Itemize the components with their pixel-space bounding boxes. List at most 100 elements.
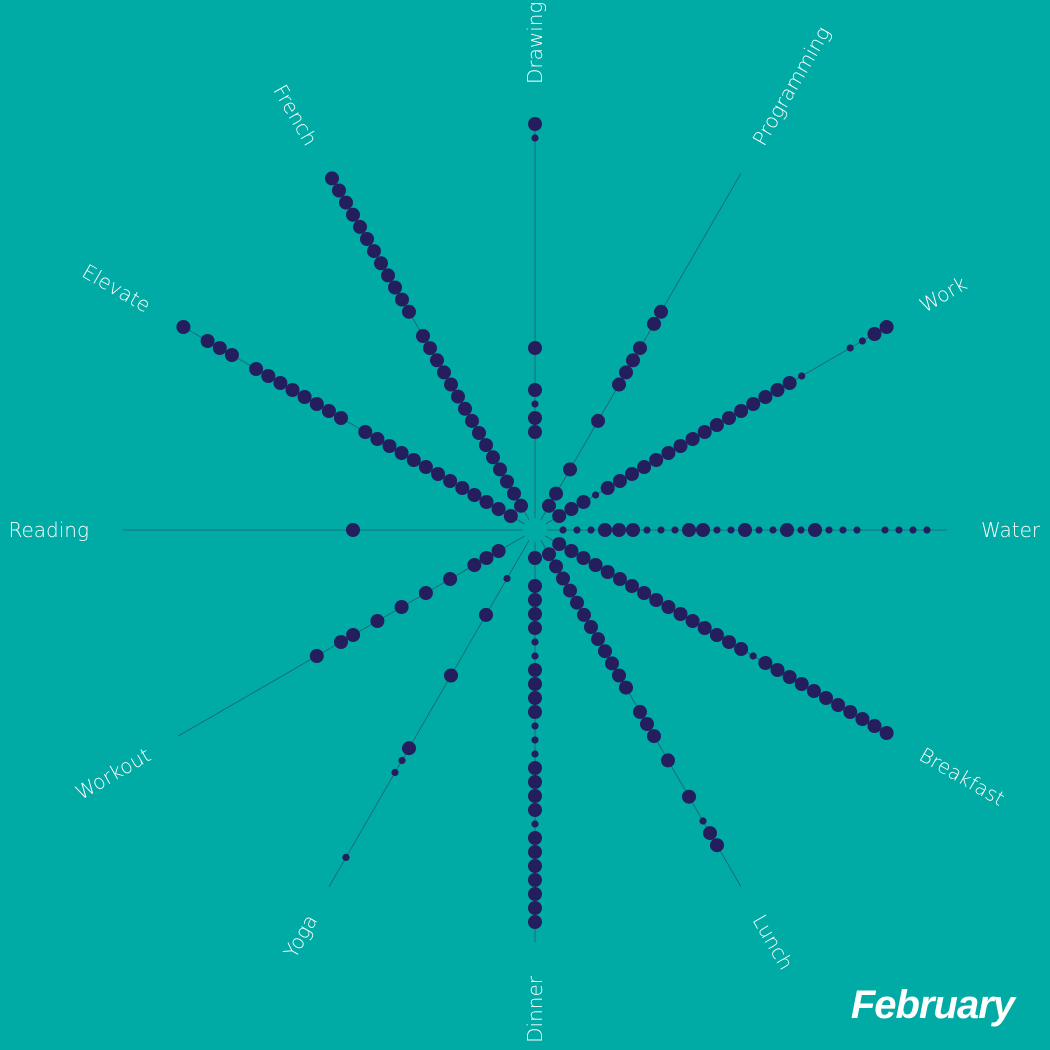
- dot-lunch-day-8: [591, 632, 605, 647]
- dot-programming-day-16: [647, 316, 661, 331]
- dot-programming-day-14: [633, 341, 647, 356]
- dot-dinner-day-7: [531, 638, 539, 646]
- dot-workout-day-2: [491, 544, 506, 558]
- dot-programming-day-8: [591, 413, 605, 428]
- dot-dinner-day-4: [528, 593, 542, 607]
- dot-breakfast-day-3: [576, 551, 591, 565]
- dot-french-day-28: [325, 171, 339, 186]
- dot-drawing-day-28: [528, 117, 542, 131]
- dot-dinner-day-15: [531, 750, 539, 758]
- dot-breakfast-day-2: [564, 544, 579, 558]
- dot-work-day-16: [734, 404, 749, 418]
- dot-work-day-8: [637, 460, 652, 474]
- dot-elevate-day-1: [503, 509, 518, 523]
- dot-programming-day-12: [619, 365, 633, 380]
- dot-water-day-15: [755, 526, 763, 534]
- dot-dinner-day-6: [528, 621, 542, 635]
- dot-elevate-day-15: [334, 411, 348, 425]
- label-programming: Programming: [748, 22, 835, 150]
- dot-work-day-4: [592, 491, 600, 499]
- dot-elevate-day-13: [358, 425, 373, 439]
- dot-breakfast-day-19: [770, 663, 785, 677]
- dot-water-day-26: [909, 526, 917, 534]
- dot-breakfast-day-25: [843, 705, 858, 719]
- dot-elevate-day-21: [261, 369, 276, 383]
- dot-workout-day-17: [309, 649, 324, 663]
- dot-programming-day-13: [626, 353, 640, 368]
- dot-work-day-9: [649, 453, 664, 467]
- dot-water-day-10: [682, 523, 696, 537]
- dot-water-day-24: [881, 526, 889, 534]
- dot-french-day-14: [423, 341, 437, 356]
- dot-water-day-13: [727, 526, 735, 534]
- dot-dinner-day-22: [528, 845, 542, 859]
- dot-dinner-day-23: [528, 859, 542, 873]
- dot-water-day-1: [559, 526, 567, 534]
- dot-dinner-day-25: [528, 887, 542, 901]
- dot-workout-day-3: [479, 551, 494, 565]
- dot-dinner-day-1: [528, 551, 542, 565]
- dot-work-day-10: [661, 446, 676, 460]
- dot-dinner-day-3: [528, 579, 542, 593]
- dot-lunch-day-7: [584, 620, 598, 634]
- dot-workout-day-10: [394, 600, 409, 614]
- label-work: Work: [915, 271, 971, 317]
- dot-dinner-day-19: [528, 803, 542, 817]
- dot-elevate-day-20: [273, 376, 288, 390]
- dot-work-day-15: [722, 411, 736, 425]
- dot-water-day-7: [643, 526, 651, 534]
- dot-breakfast-day-27: [867, 719, 882, 733]
- dot-elevate-day-25: [212, 341, 227, 355]
- dot-lunch-day-18: [661, 753, 675, 768]
- dot-breakfast-day-14: [709, 628, 724, 642]
- dot-drawing-day-6: [528, 425, 542, 439]
- dot-breakfast-day-9: [649, 593, 664, 607]
- dot-water-day-2: [573, 526, 581, 534]
- dot-dinner-day-16: [528, 761, 542, 775]
- dot-dinner-day-17: [528, 775, 542, 789]
- dot-french-day-27: [332, 183, 346, 198]
- dot-breakfast-day-11: [673, 607, 688, 621]
- dot-elevate-day-10: [394, 446, 409, 460]
- dot-water-day-20: [825, 526, 833, 534]
- dot-lunch-day-6: [577, 607, 591, 622]
- dot-drawing-day-27: [531, 134, 539, 142]
- dot-dinner-day-14: [531, 736, 539, 744]
- dot-breakfast-day-26: [855, 712, 870, 726]
- dot-dinner-day-10: [528, 677, 542, 691]
- dot-yoga-day-6: [479, 607, 493, 622]
- dot-water-day-11: [696, 523, 710, 537]
- dot-elevate-day-9: [406, 453, 421, 467]
- dot-dinner-day-9: [528, 663, 542, 677]
- dot-dinner-day-20: [531, 820, 539, 828]
- dot-breakfast-day-1: [552, 537, 567, 551]
- dot-french-day-4: [493, 462, 507, 477]
- month-title: February: [850, 983, 1015, 1027]
- dot-work-day-7: [625, 467, 639, 481]
- dot-dinner-day-21: [528, 831, 542, 845]
- dot-breakfast-day-12: [685, 614, 700, 628]
- dot-lunch-day-25: [710, 838, 724, 853]
- dot-work-day-19: [770, 383, 785, 397]
- dot-elevate-day-12: [370, 432, 385, 446]
- dot-water-day-12: [713, 526, 721, 534]
- dot-lunch-day-16: [647, 729, 661, 744]
- label-workout: Workout: [71, 743, 155, 805]
- dot-lunch-day-5: [570, 595, 584, 610]
- dot-work-day-14: [709, 418, 724, 432]
- dot-water-day-14: [738, 523, 752, 537]
- dot-workout-day-12: [370, 614, 385, 628]
- dot-elevate-day-19: [285, 383, 300, 397]
- dot-lunch-day-1: [542, 547, 556, 562]
- spoke-labels: Water Work Programming Drawing French Elevate…: [9, 2, 1041, 1043]
- label-french: French: [268, 80, 322, 150]
- dot-french-day-17: [402, 304, 416, 319]
- dot-french-day-24: [353, 219, 367, 234]
- label-reading: Reading: [9, 518, 90, 542]
- dot-lunch-day-3: [556, 571, 570, 586]
- dot-lunch-day-10: [605, 656, 619, 671]
- dot-lunch-day-11: [612, 668, 626, 683]
- dot-programming-day-1: [542, 498, 556, 513]
- label-water: Water: [981, 518, 1041, 542]
- dot-work-day-26: [858, 337, 867, 345]
